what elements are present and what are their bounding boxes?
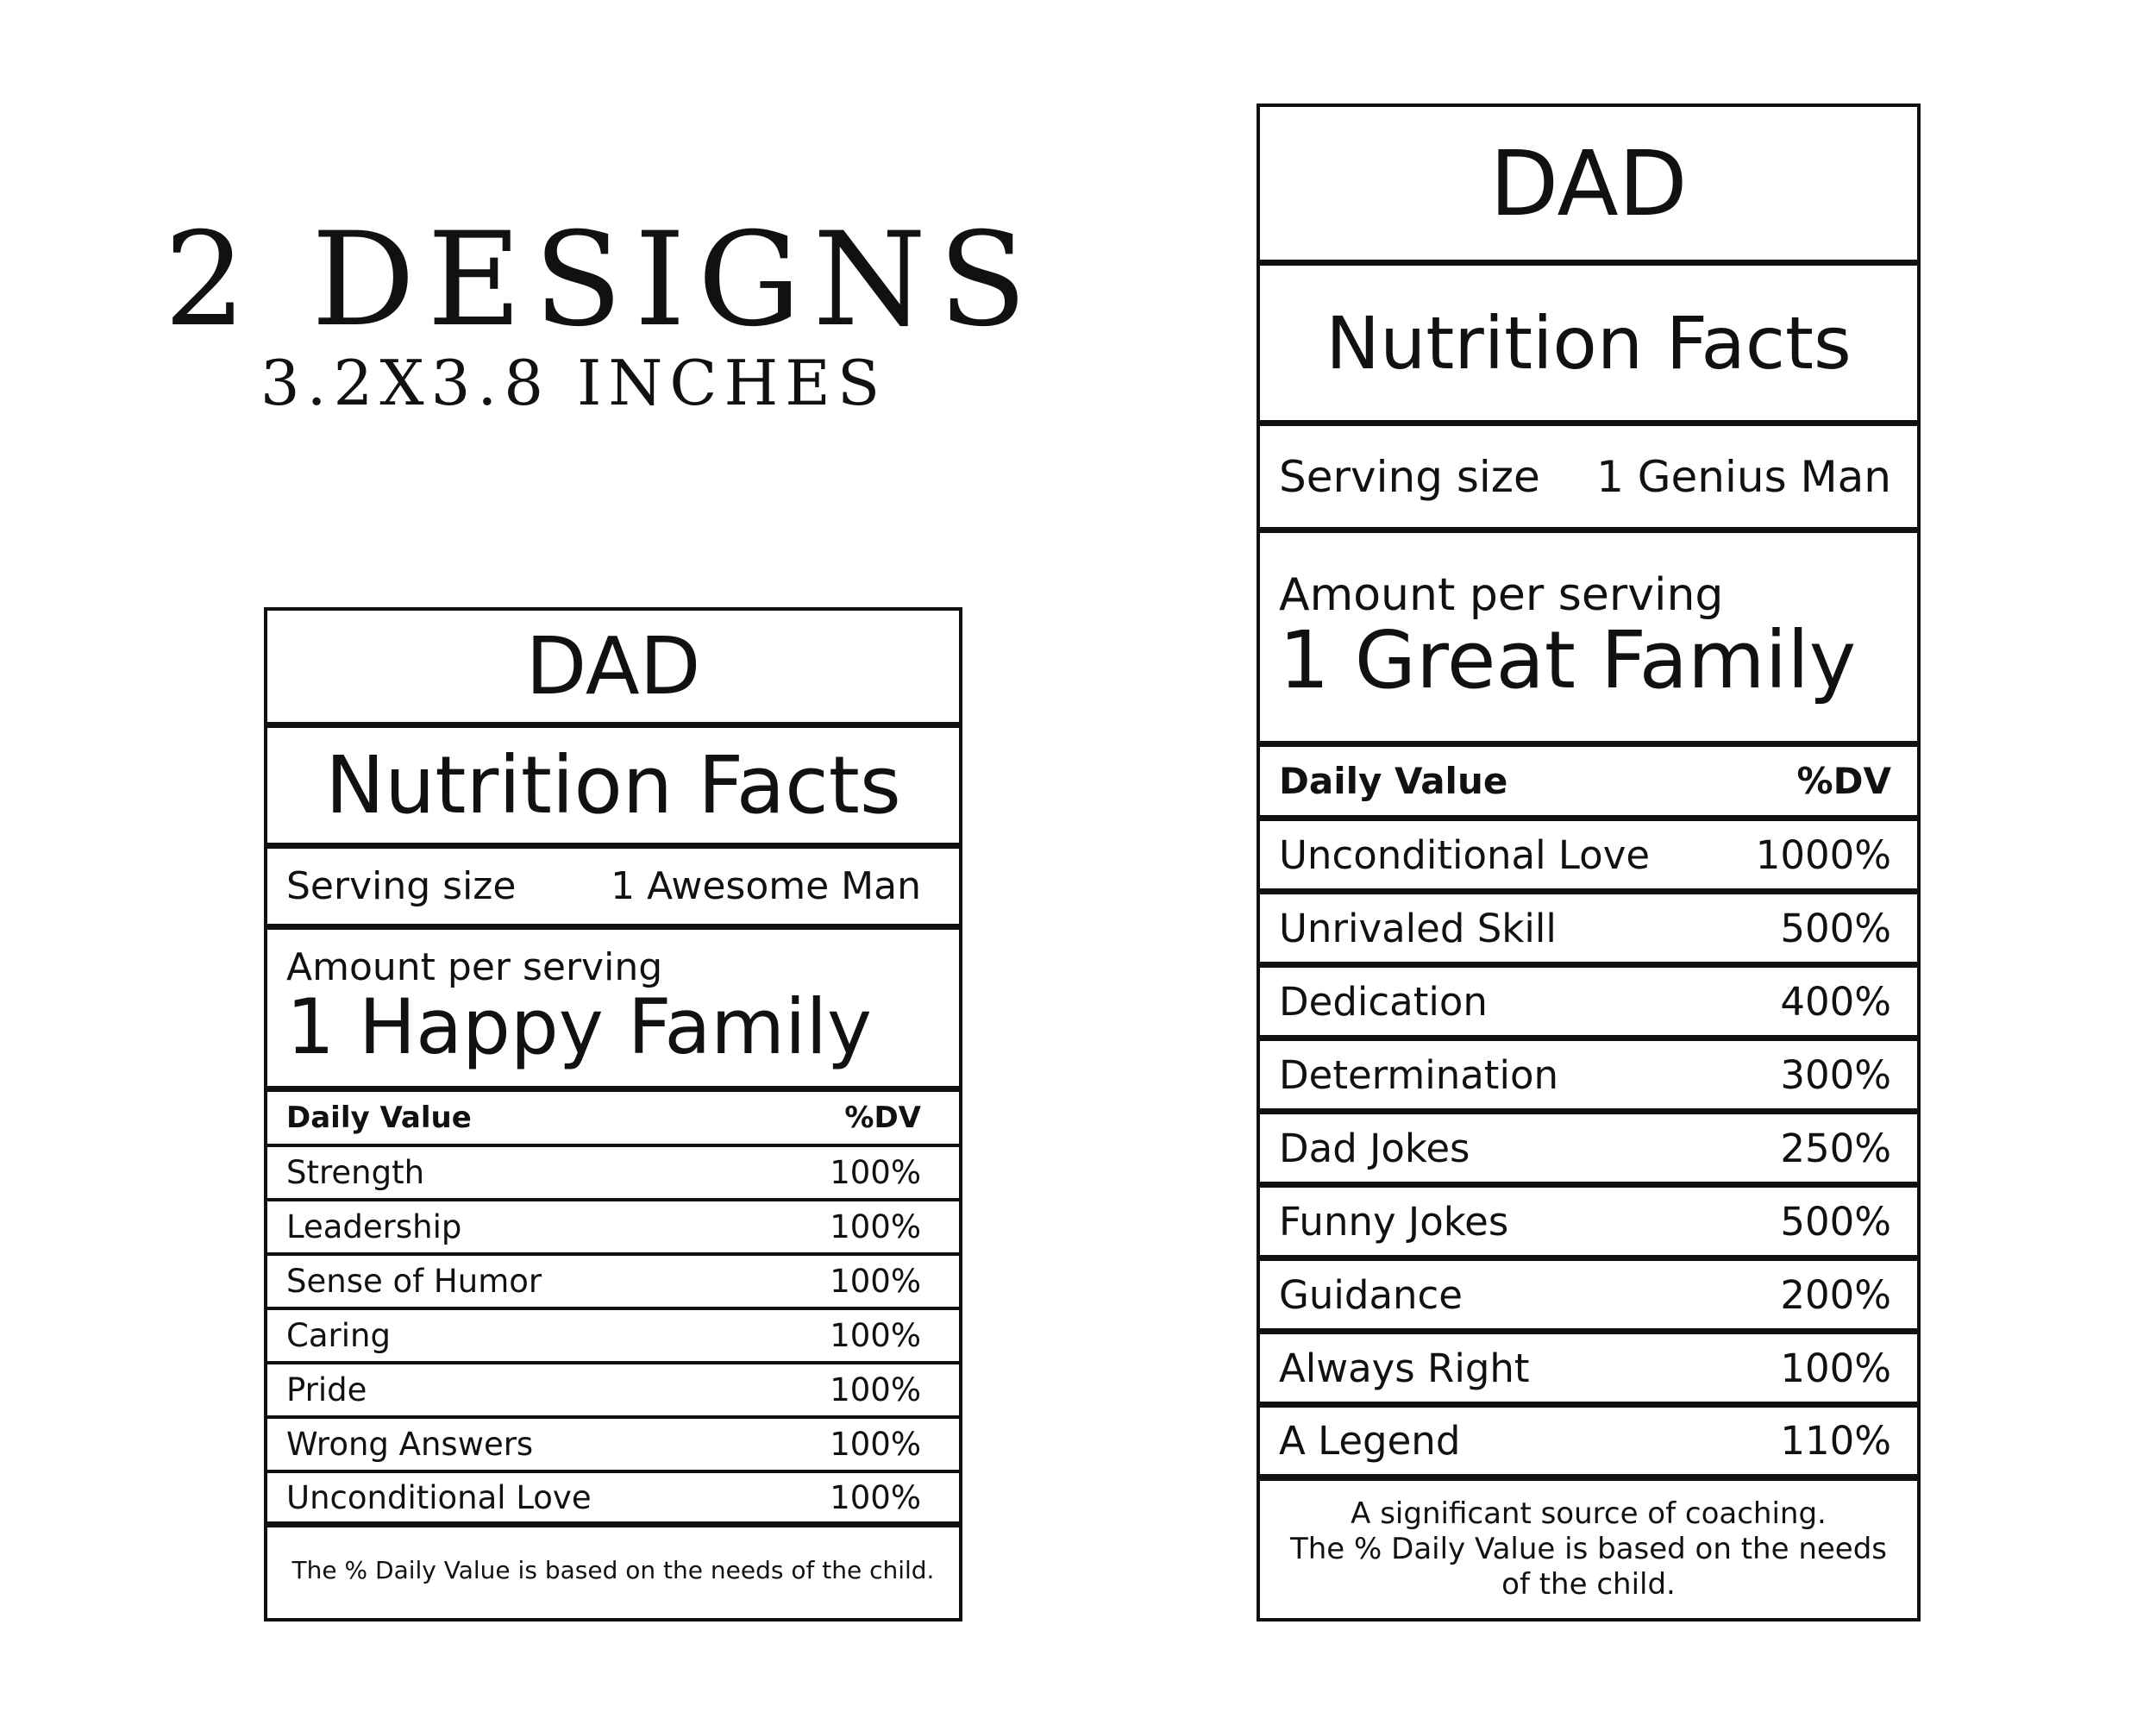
amount-label: Amount per serving: [286, 945, 663, 990]
item-name: Always Right: [1279, 1345, 1530, 1391]
item-name: Dad Jokes: [1279, 1125, 1470, 1171]
amount-label: Amount per serving: [1279, 568, 1724, 621]
item-value: 100%: [830, 1263, 921, 1300]
nutrition-label-design-1: DAD Nutrition Facts Serving size 1 Aweso…: [264, 607, 962, 1622]
item-name: Guidance: [1279, 1271, 1463, 1318]
item-value: 100%: [1780, 1345, 1891, 1391]
item-name: Determination: [1279, 1051, 1559, 1098]
item-name: Strength: [286, 1154, 425, 1191]
serving-size-value: 1 Awesome Man: [611, 864, 921, 908]
daily-value-unit: %DV: [1796, 760, 1891, 802]
item-name: Pride: [286, 1371, 367, 1408]
daily-value-header: Daily Value %DV: [1260, 747, 1917, 821]
serving-size-label: Serving size: [1279, 451, 1540, 502]
item-name: Funny Jokes: [1279, 1198, 1509, 1245]
label-heading: Nutrition Facts: [267, 728, 959, 849]
footnote: The % Daily Value is based on the needs …: [291, 1556, 935, 1585]
footnote-line-2: The % Daily Value is based on the needs …: [1289, 1532, 1888, 1602]
label-name: DAD: [267, 611, 959, 728]
daily-value-label: Daily Value: [1279, 760, 1508, 802]
item-name: Unrivaled Skill: [1279, 905, 1557, 951]
item-name: Caring: [286, 1317, 391, 1354]
item-value: 100%: [830, 1478, 921, 1516]
amount-per-serving-row: Amount per serving 1 Happy Family: [267, 930, 959, 1092]
serving-size-label: Serving size: [286, 864, 517, 908]
label-name: DAD: [1260, 107, 1917, 266]
item-value: 500%: [1780, 1198, 1891, 1245]
list-item: Guidance 200%: [1260, 1261, 1917, 1334]
list-item: Dad Jokes 250%: [1260, 1114, 1917, 1188]
daily-value-label: Daily Value: [286, 1101, 472, 1135]
list-item: Leadership 100%: [267, 1201, 959, 1256]
list-item: A Legend 110%: [1260, 1408, 1917, 1481]
headline: 2 DESIGNS 3.2X3.8 INCHES: [164, 205, 1039, 419]
label-heading: Nutrition Facts: [1260, 266, 1917, 426]
list-item: Dedication 400%: [1260, 968, 1917, 1041]
item-name: Unconditional Love: [286, 1478, 592, 1516]
serving-size-row: Serving size 1 Genius Man: [1260, 426, 1917, 533]
item-value: 100%: [830, 1371, 921, 1408]
item-value: 250%: [1780, 1125, 1891, 1171]
amount-per-serving-row: Amount per serving 1 Great Family: [1260, 533, 1917, 747]
item-name: A Legend: [1279, 1418, 1461, 1464]
daily-value-unit: %DV: [844, 1101, 921, 1135]
footnote: A significant source of coaching. The % …: [1260, 1481, 1917, 1618]
serving-size-value: 1 Genius Man: [1596, 451, 1891, 502]
list-item: Pride 100%: [267, 1364, 959, 1419]
list-item: Sense of Humor 100%: [267, 1256, 959, 1310]
nutrition-label-design-2: DAD Nutrition Facts Serving size 1 Geniu…: [1257, 104, 1921, 1622]
item-value: 200%: [1780, 1271, 1891, 1318]
item-name: Dedication: [1279, 978, 1488, 1025]
daily-value-header: Daily Value %DV: [267, 1092, 959, 1147]
item-value: 500%: [1780, 905, 1891, 951]
list-item: Wrong Answers 100%: [267, 1419, 959, 1473]
list-item: Funny Jokes 500%: [1260, 1188, 1917, 1261]
serving-size-row: Serving size 1 Awesome Man: [267, 849, 959, 930]
item-value: 100%: [830, 1317, 921, 1354]
amount-value: 1 Great Family: [1279, 613, 1857, 706]
list-item: Unconditional Love 1000%: [1260, 821, 1917, 894]
item-value: 400%: [1780, 978, 1891, 1025]
headline-title: 2 DESIGNS: [164, 205, 1039, 355]
item-name: Sense of Humor: [286, 1263, 542, 1300]
footnote-line-1: A significant source of coaching.: [1351, 1496, 1827, 1532]
list-item: Strength 100%: [267, 1147, 959, 1201]
list-item: Determination 300%: [1260, 1041, 1917, 1114]
item-value: 100%: [830, 1426, 921, 1463]
list-item: Always Right 100%: [1260, 1334, 1917, 1408]
amount-value: 1 Happy Family: [286, 982, 872, 1072]
headline-subtitle: 3.2X3.8 INCHES: [260, 347, 887, 419]
item-value: 100%: [830, 1154, 921, 1191]
list-item: Caring 100%: [267, 1310, 959, 1364]
item-value: 1000%: [1755, 831, 1891, 878]
item-value: 300%: [1780, 1051, 1891, 1098]
item-name: Wrong Answers: [286, 1426, 534, 1463]
item-name: Leadership: [286, 1208, 462, 1245]
list-item: Unconditional Love 100%: [267, 1473, 959, 1527]
item-value: 110%: [1780, 1418, 1891, 1464]
item-value: 100%: [830, 1208, 921, 1245]
list-item: Unrivaled Skill 500%: [1260, 894, 1917, 968]
item-name: Unconditional Love: [1279, 831, 1651, 878]
